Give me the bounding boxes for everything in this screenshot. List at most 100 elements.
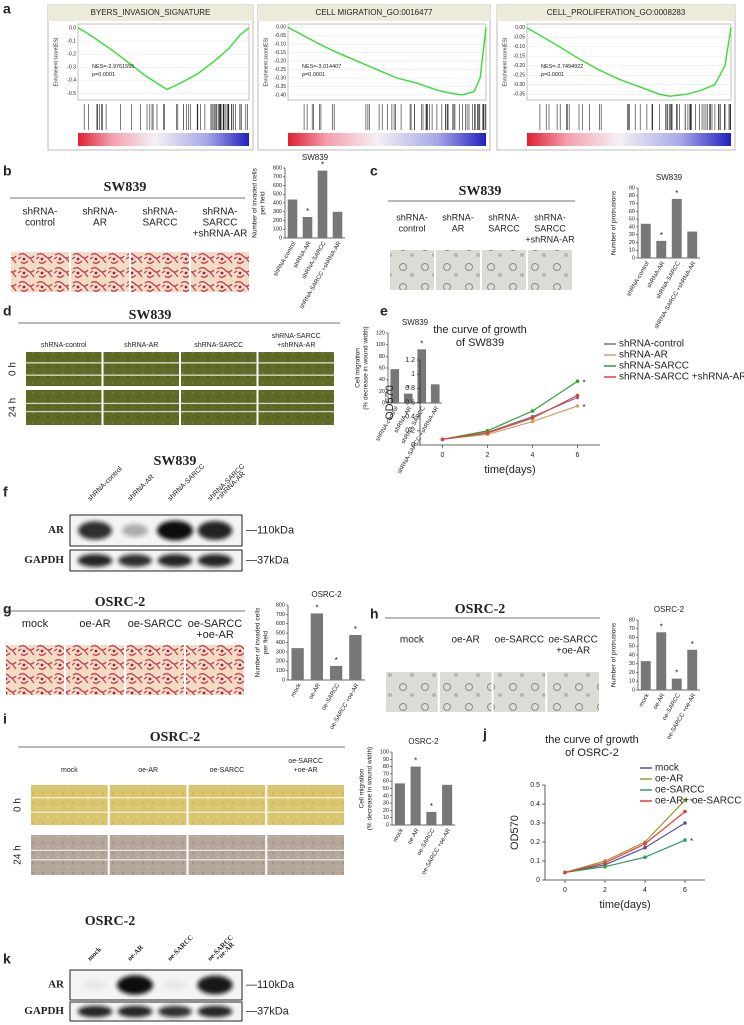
point xyxy=(530,416,535,420)
y-tick-label: 700 xyxy=(276,612,285,618)
x-axis-label: time(days) xyxy=(484,464,535,476)
panel-title: OSRC-2 xyxy=(150,730,201,745)
blot-strip xyxy=(69,549,243,572)
y-tick-label: 400 xyxy=(276,640,285,646)
stat-annotation: p=0.0001 xyxy=(92,72,115,78)
image-label: mock xyxy=(61,767,78,774)
stat-annotation: NES=-2.7494922 xyxy=(541,64,583,70)
point xyxy=(643,845,647,850)
row-label: 0 h xyxy=(13,798,24,812)
bar xyxy=(687,649,698,690)
chart-title: OSRC-2 xyxy=(408,737,439,746)
y-tick-label: 0 xyxy=(279,235,282,241)
point xyxy=(530,419,535,424)
panel-title: SW839 xyxy=(459,184,502,199)
y-tick-label: 0.2 xyxy=(530,839,540,846)
wound-image xyxy=(109,785,187,825)
image-label: AR xyxy=(452,223,465,233)
panel-label: h xyxy=(370,606,379,622)
y-tick-label: 0 xyxy=(282,677,285,683)
x-tick-label: mock xyxy=(638,692,651,708)
wound-image xyxy=(31,835,108,875)
protein-label: GAPDH xyxy=(24,554,64,566)
image-label: shRNA-SARCC xyxy=(194,342,243,349)
panel-label: c xyxy=(370,163,378,179)
y-axis-label: OD570 xyxy=(509,815,521,850)
image-label: oe-AR xyxy=(138,767,158,774)
y-tick-label: 600 xyxy=(276,621,285,627)
lane-label: oe-SARCC xyxy=(166,934,195,963)
y-tick-label: 60 xyxy=(629,635,635,641)
y-tick-label: -0.30 xyxy=(275,75,287,81)
series-line xyxy=(564,811,686,873)
protein-label: AR xyxy=(48,524,65,536)
panel-label: b xyxy=(3,163,12,179)
series-line xyxy=(564,822,686,873)
lane-label: oe-AR xyxy=(126,943,146,963)
band xyxy=(197,554,233,567)
bar xyxy=(426,811,437,825)
y-tick-label: 0.4 xyxy=(530,801,540,808)
image-label: control xyxy=(25,218,55,229)
point xyxy=(683,821,687,825)
chart-title: SW839 xyxy=(302,153,329,162)
image-label: +shRNA-AR xyxy=(525,234,575,244)
y-tick-label: 1.2 xyxy=(405,357,415,364)
significance-mark: * xyxy=(691,640,694,649)
image-label: SARCC xyxy=(534,223,566,233)
image-label: oe-SARCC xyxy=(548,635,597,646)
bar xyxy=(430,384,440,403)
bar xyxy=(656,632,667,690)
y-tick-label: 30 xyxy=(383,801,389,807)
header xyxy=(258,5,490,21)
y-tick-label: 40 xyxy=(629,224,635,230)
x-tick-label: shRNA-control xyxy=(626,261,651,298)
micrograph xyxy=(493,672,546,712)
y-tick-label: -0.35 xyxy=(275,84,287,90)
y-tick-label: 100 xyxy=(273,227,282,233)
image-label: oe-SARCC xyxy=(288,758,323,765)
significance-mark: * xyxy=(583,403,586,412)
image-label: +shRNA-AR xyxy=(193,229,248,240)
stat-annotation: NES=-2.9761555 xyxy=(92,64,134,70)
x-tick-label: oe-SARCC +oe-AR xyxy=(421,827,452,875)
y-tick-label: 70 xyxy=(383,771,389,777)
size-label: —110kDa xyxy=(246,979,295,991)
y-tick-label: 300 xyxy=(276,649,285,655)
point xyxy=(575,404,580,408)
gene-hits xyxy=(83,104,248,130)
wound-image xyxy=(267,785,344,825)
y-tick-label: 80 xyxy=(629,193,635,199)
micrograph xyxy=(386,672,438,712)
band xyxy=(118,554,152,567)
es-line xyxy=(287,26,487,96)
y-tick-label: 800 xyxy=(276,602,285,608)
y-tick-label: -0.1 xyxy=(67,38,76,44)
point xyxy=(683,798,687,802)
band xyxy=(77,1005,113,1018)
band xyxy=(163,979,187,991)
micrograph xyxy=(439,672,492,712)
y-tick-label: 0.5 xyxy=(530,782,540,789)
legend-label: shRNA-SARCC +shRNA-AR xyxy=(619,372,744,383)
panel-label: i xyxy=(3,711,7,727)
series-line xyxy=(442,405,578,440)
panel-label: f xyxy=(3,484,8,500)
stat-annotation: NES=-3.014407 xyxy=(302,64,341,70)
y-tick-label: 100 xyxy=(376,342,385,348)
y-tick-label: -0.25 xyxy=(275,67,287,73)
point xyxy=(643,842,647,846)
y-tick-label: 20 xyxy=(383,808,389,814)
image-label: shRNA- xyxy=(22,207,57,218)
y-tick-label: 700 xyxy=(273,174,282,180)
size-label: —37kDa xyxy=(246,554,290,566)
image-label: shRNA-SARCC xyxy=(272,333,321,340)
y-axis-label: OD570 xyxy=(384,385,396,420)
image-label: mock xyxy=(22,618,49,630)
row-label: 24 h xyxy=(8,398,19,417)
bar xyxy=(671,678,682,690)
panel-title: OSRC-2 xyxy=(455,602,506,617)
y-axis-label: Enrichment score(ES) xyxy=(263,37,269,86)
y-axis-label: per field xyxy=(263,631,270,655)
y-tick-label: 70 xyxy=(629,626,635,632)
